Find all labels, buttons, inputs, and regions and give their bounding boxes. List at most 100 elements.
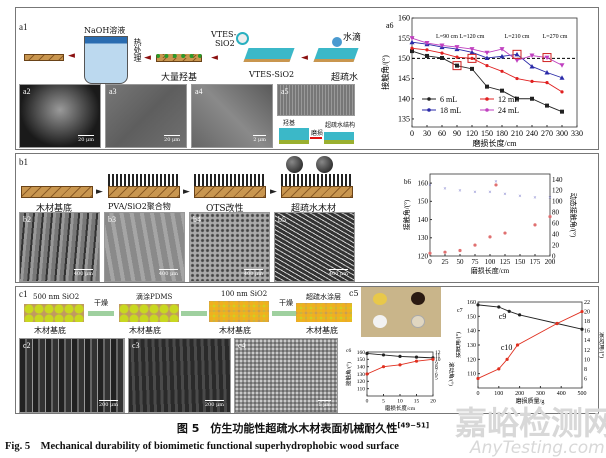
legend-marker	[485, 97, 489, 101]
vtes-sio2-label: VTES-SiO2	[249, 70, 295, 79]
x-tick-label: 330	[571, 129, 583, 138]
annotation-label: L=270 cm	[543, 34, 568, 40]
water-drop-label: 水滴	[343, 33, 362, 43]
data-point	[398, 363, 402, 367]
data-point	[560, 90, 564, 94]
x-tick-label: 200	[545, 258, 556, 266]
panel-a: a1 ◄ NaOH溶液 热处理 ◄ 大量羟基 ◄ VTES- SiO2 VTES…	[15, 7, 599, 150]
y-tick-label: 160	[398, 14, 410, 23]
y2-tick-label: 120	[552, 187, 563, 195]
caption-cn: 图 5 仿生功能性超疏水木材表面机械耐久性[49−51]	[176, 421, 430, 435]
y-tick-label: 140	[467, 329, 476, 335]
data-point	[545, 80, 549, 85]
data-point	[560, 109, 564, 114]
photo-c5: c5	[349, 287, 441, 337]
panel-a1-label: a1	[19, 22, 28, 32]
step-label: OTS改性	[206, 204, 244, 214]
heat-treatment-label: 热处理	[133, 38, 142, 62]
data-point	[409, 36, 415, 41]
data-point	[530, 96, 534, 101]
annotation-box	[452, 61, 462, 71]
y-tick-label: 150	[357, 357, 366, 363]
sio2-particle-icon	[236, 32, 249, 45]
data-point: ×	[548, 196, 551, 202]
data-point: ×	[518, 194, 521, 200]
step-label: PVA/SiO2聚合物	[108, 202, 171, 211]
y2-tick-label: 40	[552, 230, 560, 238]
series-label: c9	[499, 312, 507, 321]
data-point	[559, 63, 565, 68]
sem-image-b4: b4 400 μm	[189, 212, 270, 282]
y2-tick-label: 10	[435, 357, 441, 363]
data-point	[515, 343, 520, 347]
y2-tick-label: 9	[435, 361, 438, 367]
data-point	[580, 327, 584, 331]
data-point	[454, 45, 460, 50]
substrate-label: 木材基底	[34, 326, 66, 335]
data-point	[381, 365, 386, 369]
data-point	[410, 49, 414, 54]
data-point: ×	[533, 196, 536, 202]
x-tick-label: 300	[536, 391, 545, 397]
data-point: ×	[473, 190, 476, 196]
y2-tick-label: 7	[435, 368, 438, 374]
water-drop-icon	[332, 37, 342, 47]
droplet-white	[373, 315, 387, 328]
data-point	[514, 58, 520, 63]
wood-substrate	[24, 54, 64, 61]
x-tick-label: 300	[556, 129, 568, 138]
x-axis-label: 磨损长度/cm	[471, 266, 510, 275]
legend-label: 6 mL	[440, 95, 457, 104]
x-tick-label: 100	[485, 258, 496, 266]
data-point	[500, 88, 504, 93]
y-tick-label: 155	[398, 34, 410, 43]
data-point: ×	[443, 187, 446, 193]
data-point	[485, 64, 489, 68]
y-tick-label: 130	[418, 234, 429, 242]
y-tick-label: 130	[357, 372, 366, 378]
droplet-dark	[411, 292, 425, 305]
y2-tick-label: 6	[584, 376, 587, 382]
x-tick-label: 270	[541, 129, 553, 138]
data-point	[425, 53, 429, 58]
legend-marker	[427, 97, 431, 101]
x-tick-label: 0	[410, 129, 414, 138]
sem-image-b5: b5 400 μm	[274, 212, 355, 282]
x-tick-label: 10	[397, 399, 403, 405]
annotation-label: L=90 cm	[436, 34, 458, 40]
y2-tick-label: 20	[552, 241, 560, 249]
sio2-100-label: 100 nm SiO2	[221, 290, 268, 298]
series-line-1	[366, 358, 434, 375]
abrasion-diagram: 羟基 磨损 超疏水结构	[277, 118, 355, 148]
hydroxyl-label: 羟基	[283, 120, 296, 127]
data-point: ×	[428, 183, 431, 189]
y2-tick-label: 16	[584, 329, 590, 335]
y2-tick-label: 8	[584, 367, 587, 373]
x-axis-label: 磨损长度/cm	[473, 138, 518, 148]
y-tick-label: 140	[357, 365, 366, 371]
data-point	[500, 69, 504, 73]
y2-axis-label: 滚动角/(°)	[598, 332, 604, 358]
panel-b1-label: b1	[19, 157, 28, 167]
y2-tick-label: 0	[552, 252, 556, 260]
data-point	[515, 96, 519, 101]
y2-tick-label: 8	[435, 365, 438, 371]
y2-axis-label: 动态接触角/(°)	[569, 193, 578, 238]
droplet-clear	[411, 315, 425, 328]
series-line-2	[411, 41, 563, 79]
data-point	[544, 70, 550, 75]
y2-tick-label: 18	[584, 319, 590, 325]
plot-frame	[411, 17, 578, 128]
plot-frame	[429, 173, 551, 257]
x-tick-label: 240	[526, 129, 538, 138]
chart-tag: c6	[346, 348, 351, 354]
y-tick-label: 120	[418, 252, 429, 260]
sem-image-c3: c3 200 μm	[128, 338, 231, 413]
data-point	[476, 303, 480, 307]
data-point	[580, 309, 584, 314]
x-tick-label: 5	[382, 399, 385, 405]
chart-tag: c7	[457, 308, 463, 314]
data-point	[440, 51, 444, 55]
arrow-icon: ◄	[211, 53, 218, 63]
x-tick-label: 20	[430, 399, 436, 405]
